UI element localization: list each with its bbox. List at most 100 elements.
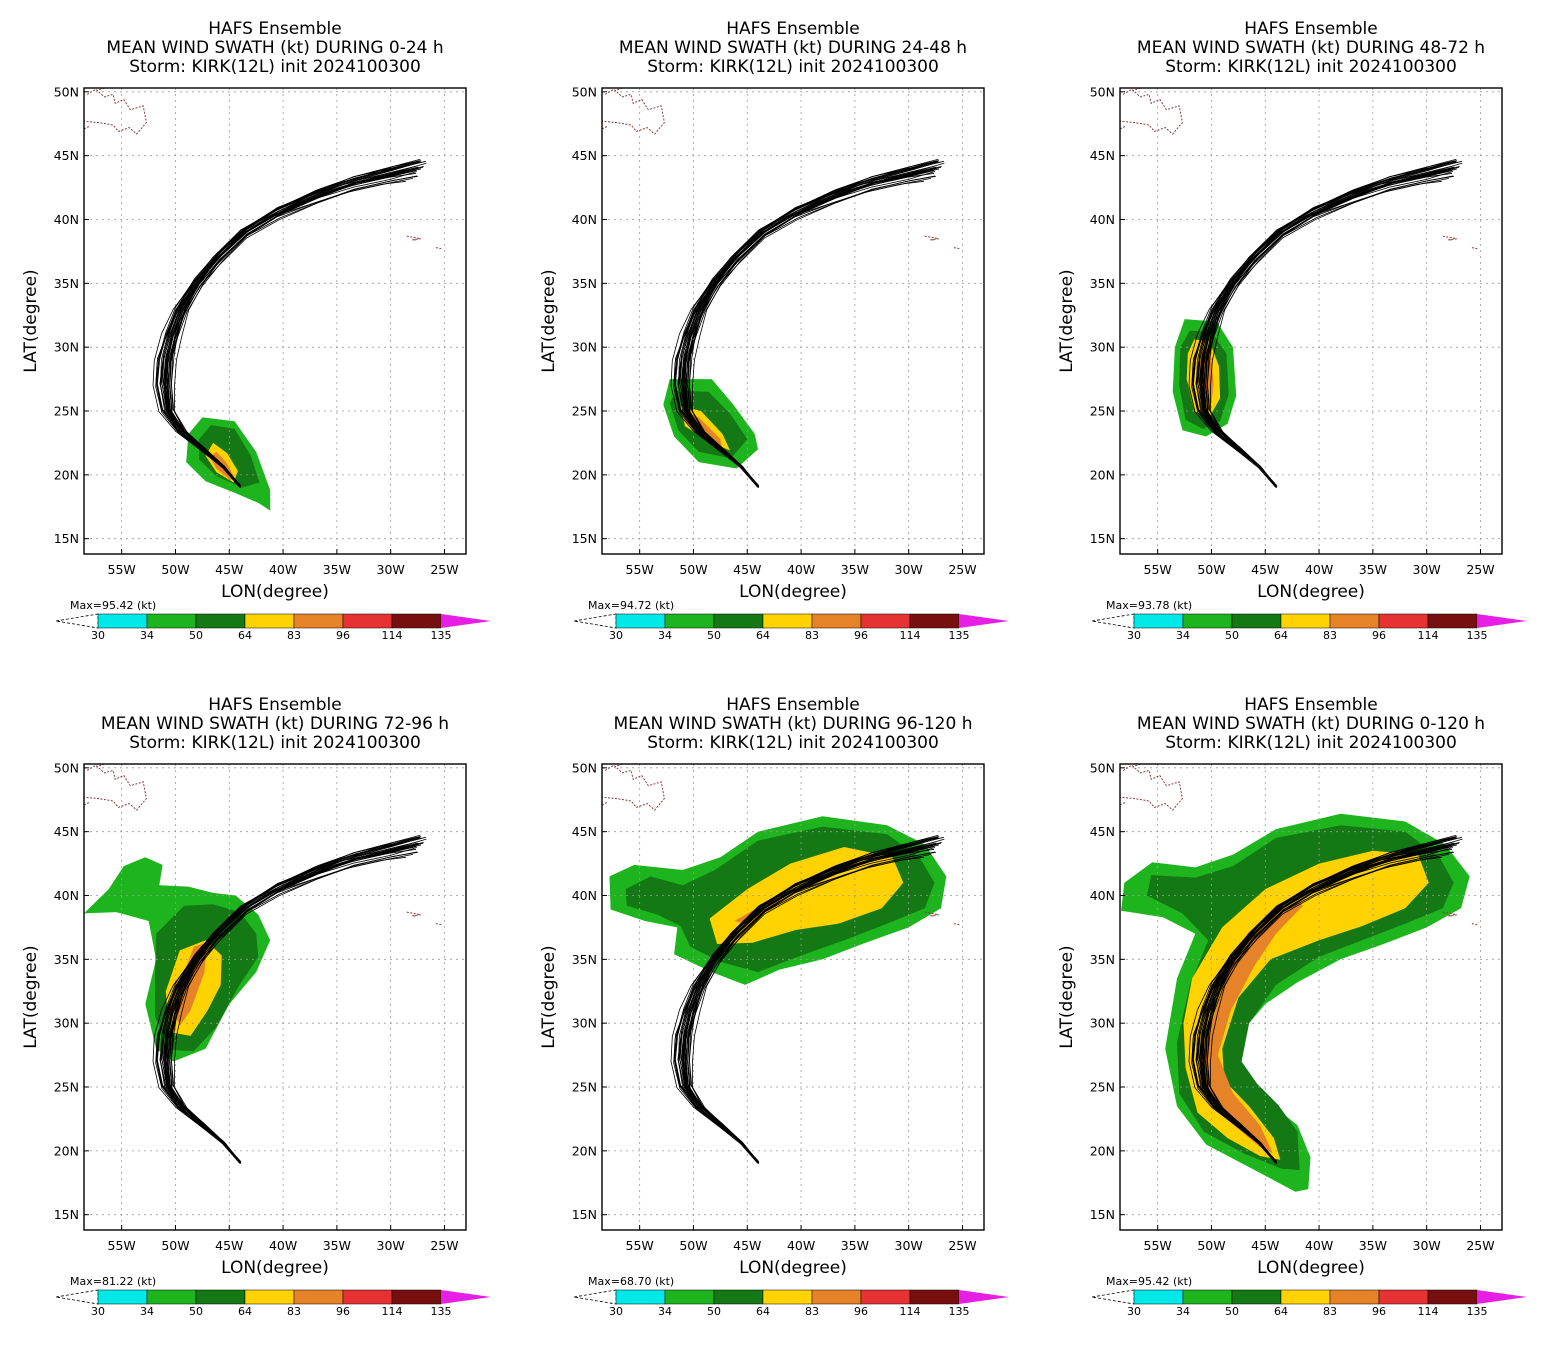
ensemble-track — [164, 844, 421, 1163]
ytick-label: 35N — [54, 952, 79, 967]
xtick-label: 35W — [323, 562, 351, 577]
max-value-label: Max=93.78 (kt) — [1106, 599, 1192, 612]
coastline — [84, 764, 147, 811]
coastline — [84, 125, 90, 130]
map-frame — [1119, 87, 1503, 555]
xtick-label: 50W — [679, 562, 707, 577]
ytick-label: 50N — [572, 760, 597, 775]
ytick-label: 20N — [54, 467, 79, 482]
colorbar-label: 135 — [1467, 629, 1488, 642]
chart-title-line-3: Storm: KIRK(12L) init 2024100300 — [1165, 733, 1457, 753]
colorbar-label: 135 — [431, 629, 452, 642]
chart-title-line-2: MEAN WIND SWATH (kt) DURING 96-120 h — [614, 714, 973, 734]
ytick-label: 15N — [572, 1207, 597, 1222]
max-value-label: Max=68.70 (kt) — [588, 1275, 674, 1288]
colorbar-segment-64 — [762, 1289, 813, 1305]
xtick-label: 25W — [1466, 1238, 1494, 1253]
colorbar-label: 50 — [707, 1305, 721, 1318]
colorbar-segment-114 — [909, 613, 960, 629]
colorbar-segment-30 — [97, 613, 148, 629]
ensemble-track — [1200, 844, 1457, 1163]
coastline — [531, 987, 537, 990]
xtick-label: 25W — [948, 562, 976, 577]
ytick-label: 20N — [1090, 467, 1115, 482]
colorbar-segment-50 — [713, 1289, 764, 1305]
xtick-label: 40W — [1305, 562, 1333, 577]
max-value-label: Max=95.42 (kt) — [70, 599, 156, 612]
colorbar-label: 114 — [1418, 1305, 1439, 1318]
coastline — [602, 125, 608, 130]
ensemble-track — [1197, 836, 1455, 1163]
colorbar-label: 96 — [854, 1305, 868, 1318]
coastline — [924, 235, 939, 241]
y-axis-label: LAT(degree) — [21, 945, 41, 1048]
colorbar-segment-30 — [1133, 1289, 1184, 1305]
colorbar-left-arrow — [1091, 613, 1135, 629]
colorbar-label: 83 — [805, 629, 819, 642]
ensemble-track — [1200, 168, 1457, 487]
xtick-label: 40W — [787, 562, 815, 577]
colorbar-label: 114 — [1418, 629, 1439, 642]
colorbar-label: 50 — [707, 629, 721, 642]
swath-50kt — [199, 425, 260, 488]
colorbar-label: 96 — [336, 629, 350, 642]
ytick-label: 35N — [1090, 276, 1115, 291]
ytick-label: 40N — [572, 888, 597, 903]
ensemble-track — [1196, 170, 1452, 487]
y-axis-label: LAT(degree) — [1057, 269, 1077, 372]
x-axis-label: LON(degree) — [1257, 582, 1365, 602]
ytick-label: 50N — [1090, 84, 1115, 99]
coastline — [602, 801, 608, 806]
colorbar-segment-114 — [1427, 1289, 1478, 1305]
y-axis-label: LAT(degree) — [539, 945, 559, 1048]
ensemble-track — [679, 836, 937, 1163]
colorbar-left-arrow — [55, 613, 99, 629]
colorbar-label: 114 — [900, 629, 921, 642]
xtick-label: 30W — [377, 562, 405, 577]
ytick-label: 45N — [572, 824, 597, 839]
ensemble-track — [1202, 166, 1455, 487]
colorbar-segment-96 — [1378, 613, 1429, 629]
xtick-label: 45W — [733, 1238, 761, 1253]
ytick-label: 20N — [572, 467, 597, 482]
ytick-label: 40N — [54, 212, 79, 227]
ytick-label: 50N — [54, 84, 79, 99]
colorbar-label: 34 — [140, 629, 154, 642]
y-axis-label: LAT(degree) — [539, 269, 559, 372]
colorbar-label: 34 — [658, 629, 672, 642]
colorbar-segment-34 — [1182, 613, 1233, 629]
coastline — [602, 88, 665, 135]
xtick-label: 45W — [1251, 1238, 1279, 1253]
colorbar-segment-96 — [860, 1289, 911, 1305]
colorbar-label: 50 — [189, 629, 203, 642]
colorbar-label: 135 — [1467, 1305, 1488, 1318]
xtick-label: 55W — [1144, 1238, 1172, 1253]
ytick-label: 15N — [1090, 531, 1115, 546]
ytick-label: 25N — [1090, 1080, 1115, 1095]
colorbar-segment-83 — [811, 1289, 862, 1305]
colorbar-label: 114 — [382, 1305, 403, 1318]
ensemble-track — [679, 160, 937, 487]
chart-title-line-3: Storm: KIRK(12L) init 2024100300 — [129, 57, 421, 77]
colorbar-segment-50 — [1231, 1289, 1282, 1305]
colorbar-label: 64 — [238, 1305, 252, 1318]
xtick-label: 50W — [1197, 562, 1225, 577]
colorbar-segment-83 — [811, 613, 862, 629]
colorbar-label: 96 — [1372, 629, 1386, 642]
xtick-label: 25W — [430, 562, 458, 577]
xtick-label: 25W — [1466, 562, 1494, 577]
chart-title-line-3: Storm: KIRK(12L) init 2024100300 — [1165, 57, 1457, 77]
coastline — [1120, 801, 1126, 806]
xtick-label: 35W — [323, 1238, 351, 1253]
swath-83kt — [1200, 900, 1303, 1154]
chart-title-line-1: HAFS Ensemble — [208, 695, 341, 715]
ytick-label: 30N — [572, 340, 597, 355]
colorbar-label: 83 — [1323, 629, 1337, 642]
ensemble-track — [1205, 172, 1453, 488]
chart-title-line-1: HAFS Ensemble — [1244, 695, 1377, 715]
ensemble-track — [670, 834, 939, 1163]
ytick-label: 50N — [1090, 760, 1115, 775]
ensemble-track — [1188, 158, 1457, 487]
colorbar-label: 96 — [336, 1305, 350, 1318]
